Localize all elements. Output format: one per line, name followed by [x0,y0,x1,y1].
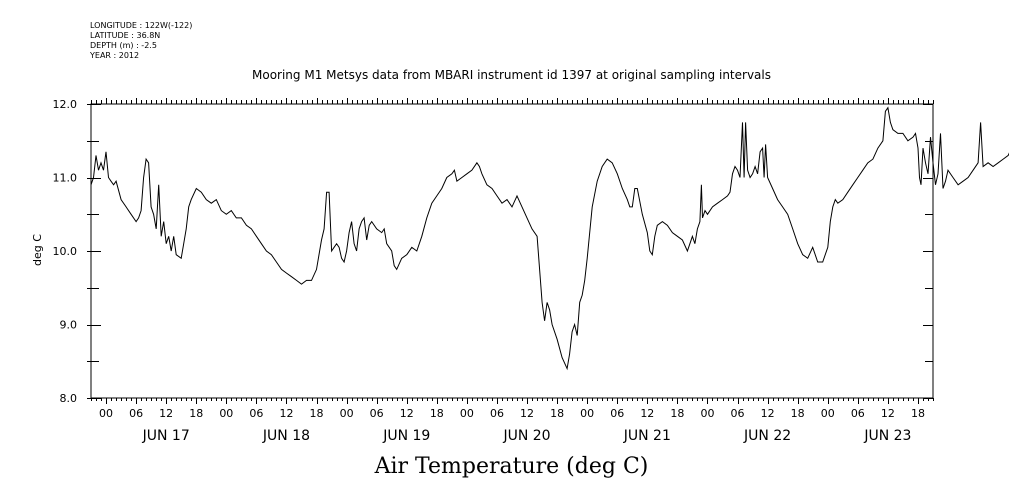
x-tick-label: 00 [580,407,594,420]
x-tick-label: 12 [159,407,173,420]
x-tick-label: 06 [731,407,745,420]
x-tick-label: 06 [249,407,263,420]
x-tick-label: 18 [310,407,324,420]
y-tick-label: 11.0 [53,172,78,185]
x-tick-label: 00 [99,407,113,420]
plot-border [90,103,934,399]
x-tick-label: 12 [640,407,654,420]
x-tick-label: 18 [430,407,444,420]
x-tick-label: 00 [219,407,233,420]
x-tick-label: 06 [490,407,504,420]
x-tick-label: 00 [340,407,354,420]
y-axis: 8.0 9.0 10.0 11.0 12.0 [53,98,933,405]
air-temperature-series-line [90,106,1009,371]
day-label: JUN 20 [502,428,550,444]
day-label: JUN 23 [863,428,911,444]
y-axis-label: deg C [31,234,44,266]
x-tick-label: 06 [129,407,143,420]
x-tick-label: 12 [400,407,414,420]
x-tick-label: 06 [370,407,384,420]
chart-title: Mooring M1 Metsys data from MBARI instru… [252,68,771,82]
day-label: JUN 19 [382,428,430,444]
plot-frame [90,103,934,399]
x-tick-label: 18 [911,407,925,420]
x-tick-label: 18 [189,407,203,420]
day-label: JUN 17 [142,428,190,444]
x-tick-label: 18 [550,407,564,420]
depth-label: DEPTH (m) : -2.5 [90,41,157,50]
day-label: JUN 22 [743,428,791,444]
x-tick-label: 06 [851,407,865,420]
x-tick-label: 00 [460,407,474,420]
latitude-label: LATITUDE : 36.8N [90,31,161,40]
x-tick-label: 12 [279,407,293,420]
y-tick-label: 10.0 [53,245,78,258]
y-tick-label: 8.0 [60,392,78,405]
x-tick-label: 12 [881,407,895,420]
x-tick-label: 12 [761,407,775,420]
x-axis-label: Air Temperature (deg C) [374,454,649,479]
mooring-metadata: LONGITUDE : 122W(-122) LATITUDE : 36.8N … [90,21,192,61]
day-label: JUN 21 [623,428,671,444]
x-tick-label: 18 [791,407,805,420]
x-tick-label: 18 [670,407,684,420]
y-tick-label: 12.0 [53,98,78,111]
x-tick-label: 12 [520,407,534,420]
x-tick-label: 00 [821,407,835,420]
y-tick-label: 9.0 [60,319,78,332]
x-tick-label: 06 [610,407,624,420]
year-label: YEAR : 2012 [90,51,140,60]
x-tick-label: 00 [700,407,714,420]
longitude-label: LONGITUDE : 122W(-122) [90,21,193,30]
day-label: JUN 18 [262,428,310,444]
